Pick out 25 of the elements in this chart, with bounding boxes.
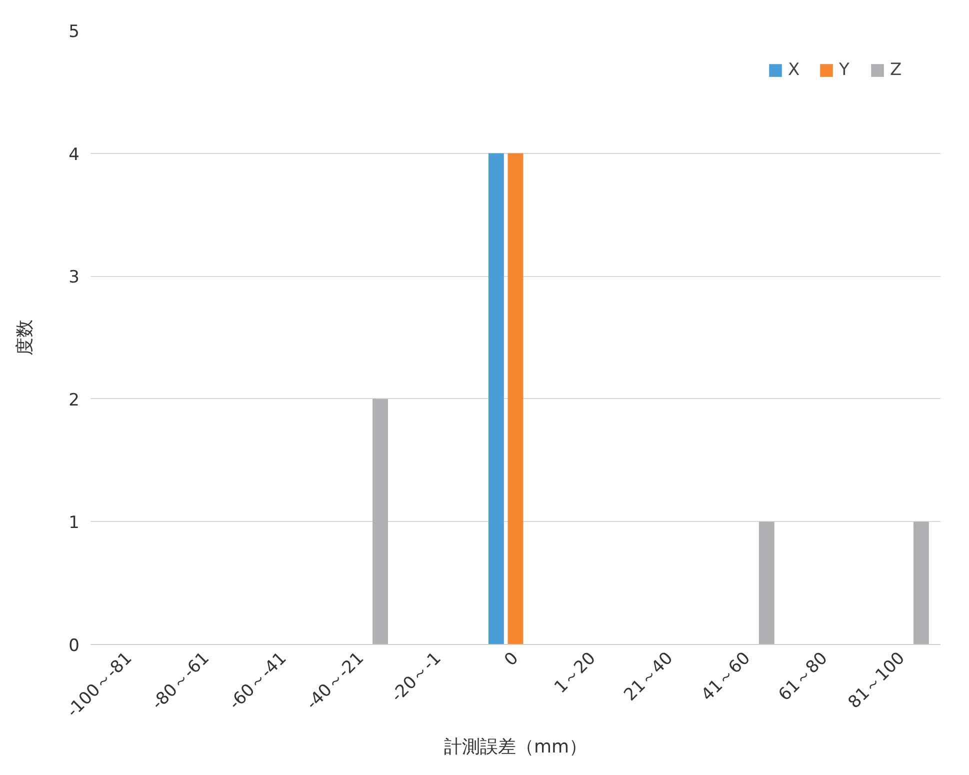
bar xyxy=(758,522,774,644)
x-tick-label: -60～-41 xyxy=(225,648,291,714)
y-tick-label: 4 xyxy=(68,144,80,165)
x-tick-label: 81～100 xyxy=(844,648,909,713)
bar xyxy=(488,153,504,644)
bar xyxy=(913,522,929,644)
x-tick-label: 0 xyxy=(500,648,523,670)
x-tick-label: 21～40 xyxy=(620,648,678,706)
legend-label: Y xyxy=(839,60,850,80)
legend-label: Z xyxy=(890,60,903,80)
x-axis-title: 計測誤差（mm） xyxy=(444,736,588,758)
y-tick-label: 1 xyxy=(68,513,80,534)
bar xyxy=(508,153,524,644)
y-axis-title: 度数 xyxy=(14,320,36,356)
x-tick-label: -40～-21 xyxy=(302,648,368,714)
x-tick-label: 61～80 xyxy=(774,648,832,706)
x-tick-label: 41～60 xyxy=(698,648,754,706)
x-tick-label: 1～20 xyxy=(550,648,600,698)
y-tick-label: 5 xyxy=(68,22,80,42)
bar xyxy=(372,398,388,644)
x-tick-label: -20～-1 xyxy=(388,648,446,706)
y-tick-label: 2 xyxy=(68,390,80,410)
x-tick-label: -80～-61 xyxy=(148,648,214,714)
legend-label: X xyxy=(788,60,801,80)
y-tick-label: 3 xyxy=(68,268,80,288)
